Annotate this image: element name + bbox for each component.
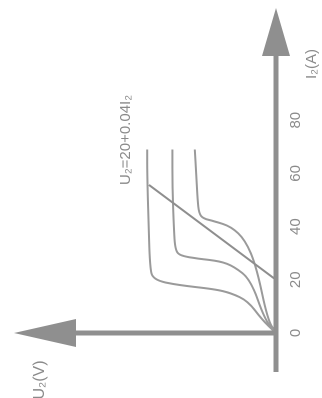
x-tick-label: 20 [287,271,304,288]
curves-layer [146,149,277,334]
characteristic-curve-2 [171,149,277,334]
y-axis-arrow [262,8,290,56]
axes-layer [14,8,290,372]
x-axis-label: U₂(V) [31,360,48,398]
characteristic-curve-3 [193,149,277,334]
x-tick-label: 0 [287,329,304,337]
x-tick-label: 60 [287,165,304,182]
load-line [148,184,277,281]
characteristic-curve-1 [146,149,277,334]
ticks-layer: 80 60 40 20 0 [287,112,304,337]
x-axis-arrow [14,319,76,347]
y-axis-label: I₂(A) [303,49,320,79]
x-tick-label: 40 [287,218,304,235]
x-tick-label: 80 [287,112,304,129]
load-line-annotation: U₂=20+0.04I₂ [117,95,134,185]
load-line-layer [148,184,277,281]
